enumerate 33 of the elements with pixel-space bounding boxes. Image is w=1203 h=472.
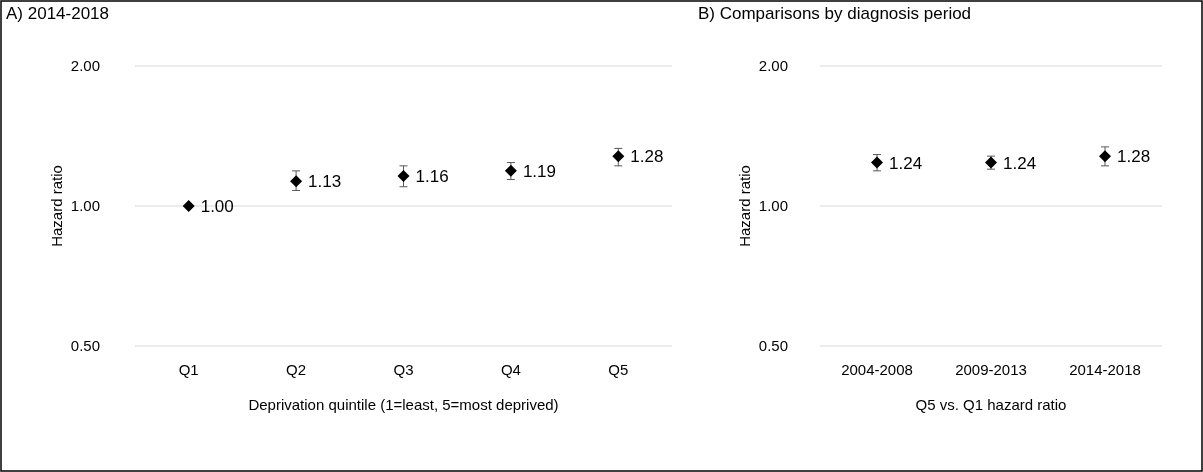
x-tick-label: Q3 — [393, 361, 414, 378]
point — [504, 164, 517, 177]
x-tick-label: Q2 — [286, 361, 307, 378]
point — [612, 150, 625, 163]
x-tick-label: Q4 — [500, 361, 521, 378]
x-tick-label: Q1 — [178, 361, 199, 378]
y-tick-label: 1.00 — [758, 197, 788, 215]
chart-title: A) 2014-2018 — [6, 4, 110, 23]
y-tick-label: 2.00 — [758, 57, 788, 75]
chart-title: B) Comparisons by diagnosis period — [698, 4, 972, 23]
point — [182, 200, 195, 212]
x-tick-label: 2014-2018 — [1069, 361, 1141, 378]
y-axis-title: Hazard ratio — [736, 165, 753, 247]
data-label: 1.28 — [1117, 147, 1151, 167]
x-tick-label: 2004-2008 — [841, 361, 913, 378]
data-label: 1.24 — [889, 153, 923, 173]
point — [397, 170, 410, 183]
x-axis-title: Q5 vs. Q1 hazard ratio — [915, 396, 1067, 413]
data-label: 1.24 — [1003, 153, 1037, 173]
y-tick-label: 0.50 — [70, 337, 100, 355]
y-tick-label: 2.00 — [70, 57, 100, 75]
data-label: 1.28 — [630, 147, 664, 167]
x-tick-label: 2009-2013 — [955, 361, 1027, 378]
y-tick-label: 1.00 — [70, 197, 100, 215]
data-label: 1.13 — [308, 172, 342, 192]
data-label: 1.19 — [522, 161, 556, 181]
x-axis-title: Deprivation quintile (1=least, 5=most deprived) — [248, 396, 559, 413]
x-tick-label: Q5 — [608, 361, 629, 378]
data-label: 1.00 — [200, 196, 234, 216]
y-axis-title: Hazard ratio — [48, 165, 65, 247]
data-label: 1.16 — [415, 166, 449, 186]
point — [290, 175, 303, 188]
y-tick-label: 0.50 — [758, 337, 788, 355]
